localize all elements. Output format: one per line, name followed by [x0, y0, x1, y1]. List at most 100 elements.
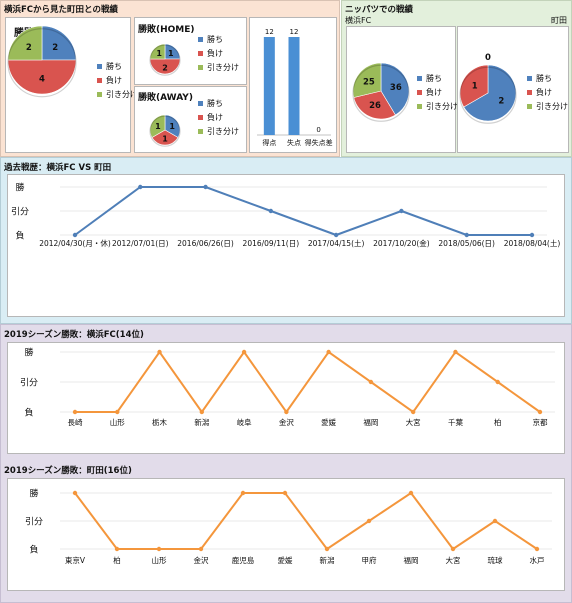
x-axis-label: 2012/07/01(日) — [112, 239, 169, 248]
bar-data-label: 12 — [265, 28, 274, 36]
legend-swatch — [97, 64, 102, 69]
x-axis-label: 柏 — [494, 417, 502, 427]
legend-swatch — [417, 76, 422, 81]
legend-label: 引き分け — [106, 90, 138, 99]
pie-slice-負け — [353, 90, 396, 120]
pie-data-label: 1 — [168, 49, 174, 58]
line-point — [198, 546, 204, 552]
line-point — [366, 518, 372, 524]
pie-slice-負け — [7, 59, 77, 95]
legend-swatch — [417, 104, 422, 109]
nippatsu-panel-title: ニッパツでの戦績 — [345, 5, 414, 15]
away-pie-chart: 111 — [149, 114, 181, 147]
y-axis-label: 引分 — [25, 517, 43, 528]
pie-slice-引き分け — [149, 43, 166, 60]
line-point — [537, 409, 543, 415]
x-axis-label: 大宮 — [446, 555, 461, 565]
line-point — [138, 184, 143, 190]
x-axis-label: 長崎 — [68, 417, 83, 427]
legend-entry-loss: 負け — [198, 48, 239, 62]
pie-data-label: 1 — [169, 122, 175, 131]
away-pie-legend: 勝ち 負け 引き分け — [198, 98, 239, 140]
pie-slice-引き分け — [7, 25, 43, 61]
legend-entry-win: 勝ち — [527, 73, 568, 87]
legend-entry-draw: 引き分け — [198, 126, 239, 140]
line-point — [115, 409, 120, 415]
legend-swatch — [198, 101, 203, 106]
bar-失点 — [288, 37, 300, 135]
line-point — [284, 409, 289, 415]
y-axis-label: 負 — [24, 407, 33, 419]
pie-slice-負け — [459, 64, 489, 108]
legend-entry-win: 勝ち — [97, 61, 138, 75]
line-point — [157, 349, 162, 355]
record-panel-title: 横浜FCから見た町田との戦績 — [4, 5, 118, 15]
x-axis-label: 千葉 — [448, 417, 463, 427]
pie-data-label: 26 — [369, 101, 381, 111]
y-axis-label: 負 — [29, 544, 38, 556]
line-point — [241, 349, 247, 355]
x-axis-label: 京都 — [533, 417, 548, 427]
legend-label: 勝ち — [536, 74, 552, 83]
line-point — [450, 546, 456, 552]
bar-data-label: 0 — [316, 126, 320, 134]
legend-entry-draw: 引き分け — [417, 101, 458, 115]
x-axis-label: 東京V — [65, 555, 86, 565]
legend-swatch — [527, 76, 532, 81]
x-axis-label: 福岡 — [363, 418, 378, 427]
legend-swatch — [198, 51, 203, 56]
x-axis-label: 琉球 — [488, 555, 503, 565]
x-axis-label: 新潟 — [320, 555, 335, 565]
nippatsu-yfc-label: 横浜FC — [345, 16, 372, 25]
x-axis-label: 金沢 — [194, 555, 209, 565]
legend-label: 引き分け — [207, 127, 239, 136]
legend-swatch — [97, 78, 102, 83]
pie-slice-勝ち — [380, 62, 410, 116]
bar-category-label: 失点 — [287, 138, 301, 147]
history-chart-card — [7, 174, 565, 317]
x-axis-label: 2017/04/15(土) — [308, 238, 365, 248]
legend-entry-loss: 負け — [527, 87, 568, 101]
machida2019-panel-title: 2019シーズン勝敗：町田(16位) — [4, 466, 132, 476]
y-axis-label: 勝 — [29, 488, 38, 500]
line-point — [324, 546, 330, 552]
home-pie-legend: 勝ち 負け 引き分け — [198, 34, 239, 76]
pie-data-label: 4 — [39, 75, 45, 85]
bar-category-label: 得点 — [262, 138, 276, 147]
legend-label: 勝ち — [207, 99, 223, 108]
line-point — [399, 208, 404, 214]
legend-entry-win: 勝ち — [417, 73, 458, 87]
x-axis-label: 岐阜 — [237, 417, 252, 427]
x-axis-label: 2017/10/20(金) — [373, 238, 430, 248]
nippatsu-machida-label: 町田 — [551, 16, 567, 25]
line-point — [282, 490, 288, 496]
pie-slice-勝ち — [41, 25, 77, 61]
legend-swatch — [198, 115, 203, 120]
pie-data-label: 2 — [498, 97, 504, 107]
legend-entry-draw: 引き分け — [97, 89, 138, 103]
legend-swatch — [97, 92, 102, 97]
x-axis-label: 柏 — [113, 555, 121, 565]
line-series — [75, 350, 541, 414]
legend-swatch — [417, 90, 422, 95]
pie-data-label-zero: 0 — [485, 53, 491, 63]
pie-data-label: 2 — [162, 63, 168, 72]
line-point — [408, 490, 414, 496]
line-point — [368, 379, 374, 385]
x-axis-label: 金沢 — [279, 417, 294, 427]
line-series — [74, 186, 532, 237]
total-pie-legend: 勝ち 負け 引き分け — [97, 61, 138, 103]
line-series — [74, 491, 538, 551]
legend-entry-loss: 負け — [417, 87, 458, 101]
nippatsu-yfc-pie: 36 26 25 — [352, 62, 410, 122]
pie-data-label: 1 — [155, 122, 161, 131]
x-axis-label: 2016/09/11(日) — [243, 239, 300, 248]
legend-label: 負け — [536, 88, 552, 97]
x-axis-label: 甲府 — [362, 555, 377, 565]
legend-swatch — [198, 129, 203, 134]
line-point — [492, 518, 498, 524]
y-axis-label: 引分 — [20, 378, 38, 389]
x-axis-label: 鹿児島 — [232, 555, 255, 565]
